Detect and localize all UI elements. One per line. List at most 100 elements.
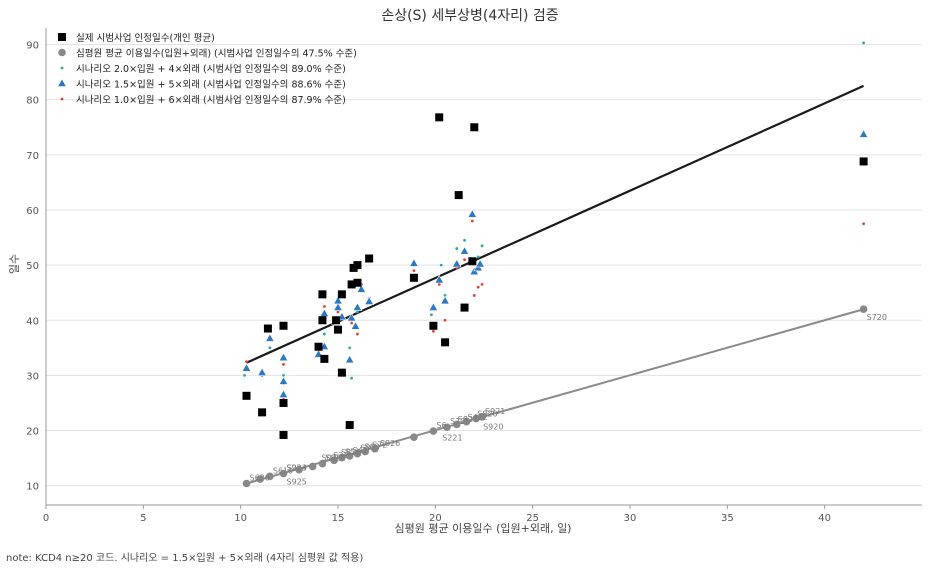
- s2-point: [348, 346, 352, 350]
- actual-point: [409, 273, 418, 282]
- y-axis-label: 일수: [7, 254, 21, 274]
- s1-point: [412, 269, 416, 273]
- x-tick-label: 30: [624, 513, 637, 524]
- point-label: S422: [468, 413, 488, 422]
- y-tick-label: 30: [26, 371, 39, 382]
- s1-point: [443, 318, 447, 322]
- actual-point: [314, 342, 323, 351]
- actual-point: [468, 257, 477, 266]
- y-tick-label: 90: [26, 41, 39, 52]
- y-tick-label: 60: [26, 206, 39, 217]
- s15-point: [265, 333, 275, 342]
- hira-point: [371, 444, 379, 453]
- point-label: S821: [458, 415, 478, 424]
- x-axis-label: 심평원 평균 이용일수 (입원+외래, 일): [395, 521, 572, 535]
- s15-point: [346, 312, 357, 322]
- hira-point: [256, 475, 264, 483]
- s15-point: [459, 246, 470, 255]
- actual-point: [345, 421, 354, 430]
- s15-point: [356, 284, 367, 293]
- s15-point: [350, 321, 361, 330]
- point-label: S223: [286, 464, 306, 473]
- ticks: 10 20 30 40 50 60 70 80 90 0 5 10 15 20 25 30 35 40: [26, 41, 831, 524]
- s1-point: [322, 305, 326, 308]
- actual-point: [242, 391, 251, 400]
- s2-point: [268, 346, 272, 350]
- s15-point: [333, 295, 343, 305]
- s15-point: [257, 367, 267, 376]
- s1-point: [472, 294, 476, 297]
- s15-point: [344, 354, 355, 364]
- s15-point: [475, 258, 485, 268]
- actual-point: [859, 157, 868, 166]
- hira-point: [478, 412, 486, 421]
- point-label: S924: [286, 464, 306, 473]
- hira-point: [308, 462, 317, 471]
- s15-point: [319, 308, 330, 317]
- s1-point: [431, 329, 435, 333]
- point-labels: S620S610S223S925S924S02S822S32S823S52S42…: [250, 313, 887, 486]
- hira-point: [353, 449, 362, 458]
- x-tick-label: 10: [234, 513, 247, 524]
- s2-point: [243, 374, 246, 377]
- point-label: S42: [353, 446, 368, 455]
- trend-line: [246, 84, 865, 364]
- point-label: S826: [380, 439, 400, 448]
- actual-point: [263, 324, 272, 333]
- s2-point: [862, 41, 865, 45]
- s2-point: [430, 313, 433, 317]
- hira-point: [266, 472, 274, 481]
- point-label: S52: [345, 448, 360, 457]
- actual-point: [318, 316, 327, 325]
- hira-point: [859, 305, 868, 314]
- s15-point: [451, 258, 462, 268]
- legend-label: 심평원 평균 이용일수(입원+외래) (시범사업 인정일수의 47.5% 수준): [76, 48, 357, 60]
- actual-point: [337, 290, 346, 299]
- point-label: S925: [286, 478, 306, 487]
- point-label: S920: [483, 422, 503, 431]
- x-tick-label: 40: [818, 513, 831, 524]
- x-tick-label: 0: [43, 513, 49, 524]
- actual-point: [320, 354, 329, 363]
- actual-point: [279, 321, 288, 330]
- actual-point: [337, 368, 346, 377]
- actual-point: [279, 398, 288, 407]
- hira-point: [330, 456, 338, 465]
- point-label: S720: [867, 313, 887, 322]
- s1-point: [282, 362, 285, 366]
- s1-point: [463, 258, 466, 262]
- s1-point: [470, 219, 474, 223]
- actual-point: [441, 338, 450, 347]
- hira-point: [338, 453, 346, 462]
- x-tick-label: 20: [429, 513, 442, 524]
- point-label: S610: [273, 466, 293, 475]
- s15-point: [352, 302, 363, 311]
- y-tick-label: 40: [26, 316, 39, 327]
- hira-point: [295, 465, 303, 474]
- axes: [45, 28, 922, 506]
- s15-point: [241, 363, 252, 372]
- legend-marker: [58, 48, 66, 57]
- actual-point: [435, 113, 444, 122]
- s15-point: [428, 302, 439, 311]
- actual-point: [258, 408, 267, 417]
- actual-point: [470, 123, 479, 132]
- s1-point: [437, 283, 441, 286]
- chart-title: 손상(S) 세부상병(4자리) 검증: [381, 8, 558, 24]
- point-label: S82: [360, 444, 375, 453]
- hira-point: [443, 423, 451, 432]
- footnote: note: KCD4 n≥20 코드. 시나리오 = 1.5×입원 + 5×외래…: [6, 553, 364, 564]
- legend-marker: [57, 78, 67, 87]
- s2-point: [463, 238, 466, 242]
- s1-point: [476, 285, 480, 289]
- point-label: S720: [450, 417, 470, 426]
- s2-point: [443, 294, 447, 297]
- x-tick-label: 15: [332, 513, 345, 524]
- point-label: S32: [333, 451, 348, 460]
- hira-point: [361, 447, 370, 456]
- legend-marker: [60, 66, 64, 70]
- legend-marker: [60, 97, 64, 101]
- y-tick-label: 20: [26, 427, 39, 438]
- actual-point: [454, 191, 463, 200]
- point-label: S72: [372, 440, 387, 449]
